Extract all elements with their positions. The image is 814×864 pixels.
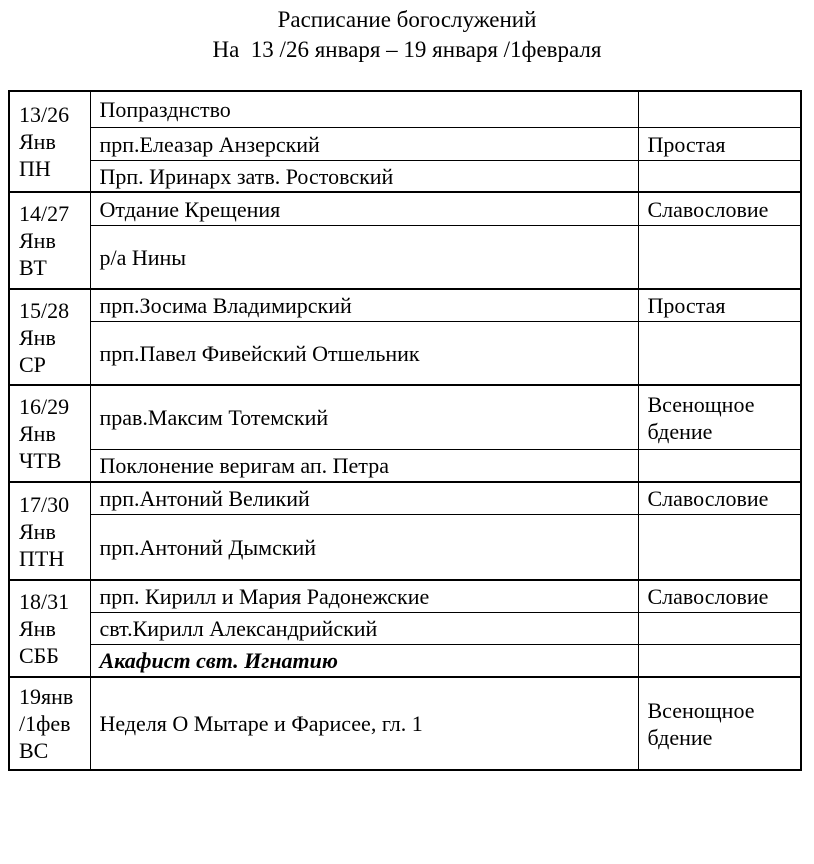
service-cell: прп.Павел Фивейский Отшельник	[89, 321, 639, 386]
page-subtitle: На 13 /26 января – 19 января /1февраля	[212, 37, 602, 62]
date-line: СР	[19, 351, 46, 377]
date-cell: 16/29 Янв ЧТВ	[8, 384, 91, 483]
date-line: /1фев	[19, 711, 71, 736]
service-cell: Попразднство	[89, 90, 639, 128]
date-line: Янв	[19, 228, 56, 253]
type-cell: Славословие	[637, 191, 802, 226]
date-line: 18/31	[19, 589, 70, 614]
service-cell: прп.Антоний Дымский	[89, 514, 639, 581]
date-line: СББ	[19, 643, 59, 668]
footer-note: Начало утреннего богослужения в 9-00, на…	[8, 807, 806, 864]
type-cell: Всенощное бдение	[637, 384, 802, 450]
type-cell	[637, 449, 802, 483]
type-cell	[637, 321, 802, 386]
date-line: Янв	[19, 324, 56, 350]
table-row: Поклонение веригам ап. Петра	[9, 449, 802, 483]
service-cell: Поклонение веригам ап. Петра	[89, 449, 639, 483]
type-cell	[637, 225, 802, 290]
table-row: 18/31 Янв СББ прп. Кирилл и Мария Радонежск…	[8, 579, 802, 678]
service-cell: свт.Кирилл Александрийский	[89, 612, 639, 645]
date-line: 16/29	[19, 394, 70, 419]
table-row: Прп. Иринарх затв. Ростовский	[9, 160, 802, 193]
date-cell: 19янв/1фев ВС	[8, 676, 91, 771]
date-line: Янв	[19, 518, 56, 544]
date-line: 19янв	[19, 684, 74, 709]
type-cell	[637, 644, 802, 678]
date-line: 15/28	[19, 297, 70, 323]
table-row: прп.Антоний Дымский	[9, 514, 802, 581]
table-row: 16/29 Янв ЧТВ прав.Максим Тотемский Всенощно…	[8, 384, 802, 483]
service-cell: Неделя О Мытаре и Фарисее, гл. 1	[89, 676, 639, 771]
date-cell: 14/27 Янв ВТ	[8, 191, 91, 290]
date-line: ВТ	[19, 255, 47, 280]
service-cell: Прп. Иринарх затв. Ростовский	[89, 160, 639, 193]
table-row: прп.Павел Фивейский Отшельник	[9, 321, 802, 386]
service-cell: Отдание Крещения	[89, 191, 639, 226]
date-line: Янв	[19, 421, 56, 446]
table-row: р/а Нины	[9, 225, 802, 290]
service-cell: прп.Антоний Великий	[89, 481, 639, 515]
table-row: Акафист свт. Игнатию	[9, 644, 802, 678]
table-row: свт.Кирилл Александрийский	[9, 612, 802, 645]
page-title: Расписание богослужений	[277, 7, 537, 32]
date-line: Янв	[19, 129, 56, 154]
type-cell	[637, 160, 802, 193]
table-row: 15/28 Янв СР прп.Зосима Владимирский Простая	[8, 288, 802, 386]
type-cell: Всенощное бдение	[637, 676, 802, 771]
schedule-table: 13/26 Янв ПН Попразднство прп.Елеазар Анзерс…	[8, 90, 802, 771]
type-cell: Простая	[637, 127, 802, 161]
service-cell: прп.Елеазар Анзерский	[89, 127, 639, 161]
type-cell: Простая	[637, 288, 802, 322]
date-line: ЧТВ	[19, 448, 62, 473]
date-line: 13/26	[19, 102, 70, 127]
service-cell: прав.Максим Тотемский	[89, 384, 639, 450]
service-cell: прп.Зосима Владимирский	[89, 288, 639, 322]
service-cell: р/а Нины	[89, 225, 639, 290]
table-row: 13/26 Янв ПН Попразднство	[8, 90, 802, 193]
type-cell	[637, 514, 802, 581]
date-line: Янв	[19, 616, 56, 641]
table-row: 19янв/1фев ВС Неделя О Мытаре и Фарисее, г…	[8, 676, 802, 771]
table-row: 14/27 Янв ВТ Отдание Крещения Славословие	[8, 191, 802, 290]
service-cell: прп. Кирилл и Мария Радонежские	[89, 579, 639, 613]
type-cell	[637, 612, 802, 645]
service-cell: Акафист свт. Игнатию	[89, 644, 639, 678]
date-cell: 15/28 Янв СР	[8, 288, 91, 386]
table-row: прп.Елеазар Анзерский Простая	[9, 127, 802, 161]
date-line: 14/27	[19, 201, 70, 226]
type-cell: Славословие	[637, 579, 802, 613]
type-cell: Славословие	[637, 481, 802, 515]
date-line: ВС	[19, 738, 49, 763]
date-line: ПН	[19, 156, 51, 181]
date-line: ПТН	[19, 545, 65, 571]
date-cell: 18/31 Янв СББ	[8, 579, 91, 678]
table-row: 17/30 Янв ПТН прп.Антоний Великий Славослови…	[8, 481, 802, 581]
date-line: 17/30	[19, 491, 70, 517]
date-cell: 13/26 Янв ПН	[8, 90, 91, 193]
date-cell: 17/30 Янв ПТН	[8, 481, 91, 581]
type-cell	[637, 90, 802, 128]
